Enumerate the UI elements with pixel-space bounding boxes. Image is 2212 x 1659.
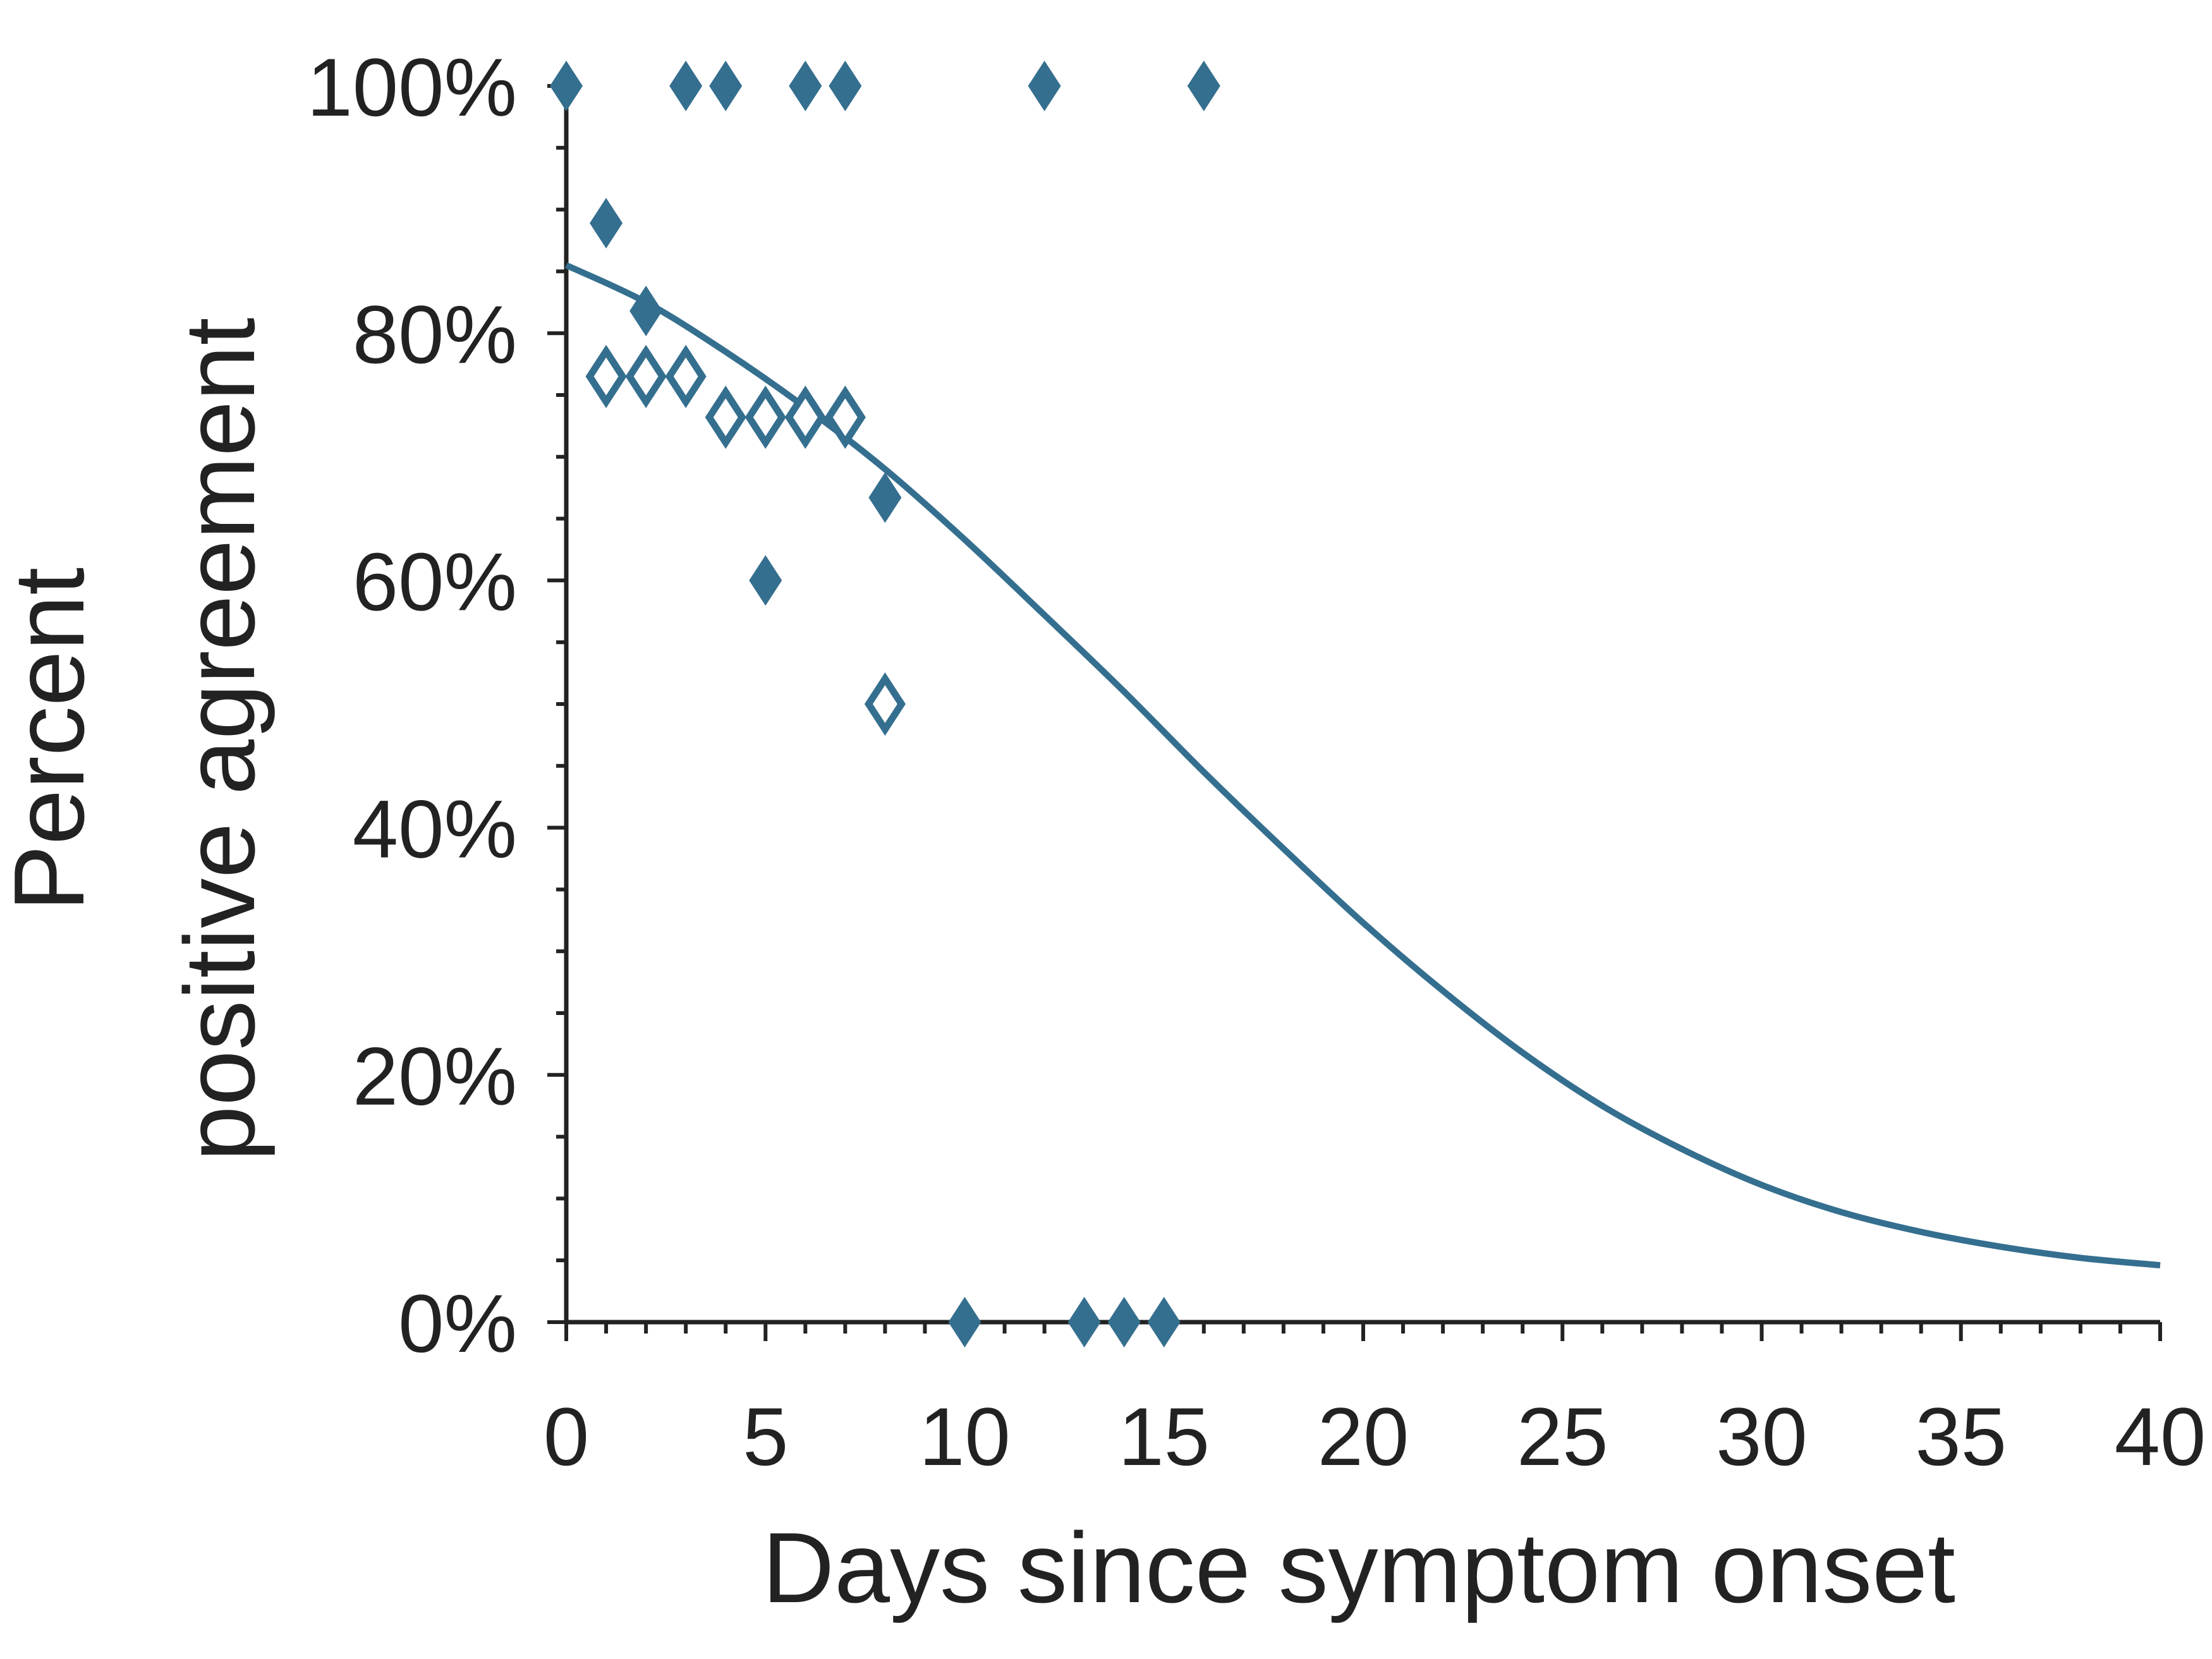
- y-tick-label: 60%: [353, 535, 517, 628]
- x-tick-label: 30: [1716, 1390, 1808, 1483]
- open-diamond-point: [744, 386, 786, 449]
- filled-diamond-point: [669, 61, 703, 111]
- filled-diamond-point: [1147, 1297, 1181, 1347]
- filled-diamond-point: [749, 555, 782, 606]
- open-diamond-point: [705, 386, 746, 449]
- x-tick-label: 5: [743, 1390, 788, 1483]
- open-diamond-point: [864, 672, 906, 736]
- y-tick-label: 20%: [353, 1030, 517, 1122]
- x-axis-title: Days since symptom onset: [762, 1512, 1955, 1624]
- x-tick-label: 0: [544, 1390, 589, 1483]
- open-diamond-point: [585, 344, 627, 408]
- y-axis-title-line-1: Percent: [0, 568, 105, 912]
- tick-labels: 0 5 10 15 20 25 30 35 40 0% 20% 40% 60% 80% 100%: [307, 41, 2206, 1483]
- open-diamond-point: [784, 386, 826, 449]
- x-tick-label: 15: [1118, 1390, 1210, 1483]
- points-group: [550, 61, 1220, 1347]
- filled-diamond-point: [1028, 61, 1061, 111]
- y-tick-label: 100%: [307, 41, 518, 133]
- open-diamond-point: [625, 344, 667, 408]
- filled-diamond-point: [829, 61, 862, 111]
- filled-diamond-point: [948, 1297, 981, 1347]
- ticks: [547, 84, 2162, 1341]
- filled-diamond-point: [1067, 1297, 1101, 1347]
- filled-diamond-point: [709, 61, 743, 111]
- filled-diamond-point: [1107, 1297, 1141, 1347]
- x-tick-label: 20: [1318, 1390, 1409, 1483]
- axes: [564, 82, 2160, 1325]
- y-axis-title-line-2: positive agreement: [164, 318, 276, 1162]
- y-tick-label: 80%: [353, 288, 517, 380]
- x-tick-label: 40: [2115, 1390, 2206, 1483]
- x-tick-label: 35: [1915, 1390, 2007, 1483]
- filled-diamond-point: [868, 472, 902, 523]
- filled-diamond-point: [590, 198, 623, 249]
- x-tick-label: 10: [919, 1390, 1011, 1483]
- filled-diamond-point: [1187, 61, 1220, 111]
- y-tick-label: 40%: [353, 783, 517, 875]
- filled-diamond-point: [789, 61, 822, 111]
- y-tick-label: 0%: [398, 1277, 517, 1370]
- open-diamond-point: [824, 386, 866, 449]
- filled-diamond-point: [629, 285, 663, 336]
- x-tick-label: 25: [1517, 1390, 1608, 1483]
- open-diamond-point: [665, 344, 707, 408]
- filled-diamond-point: [550, 61, 583, 111]
